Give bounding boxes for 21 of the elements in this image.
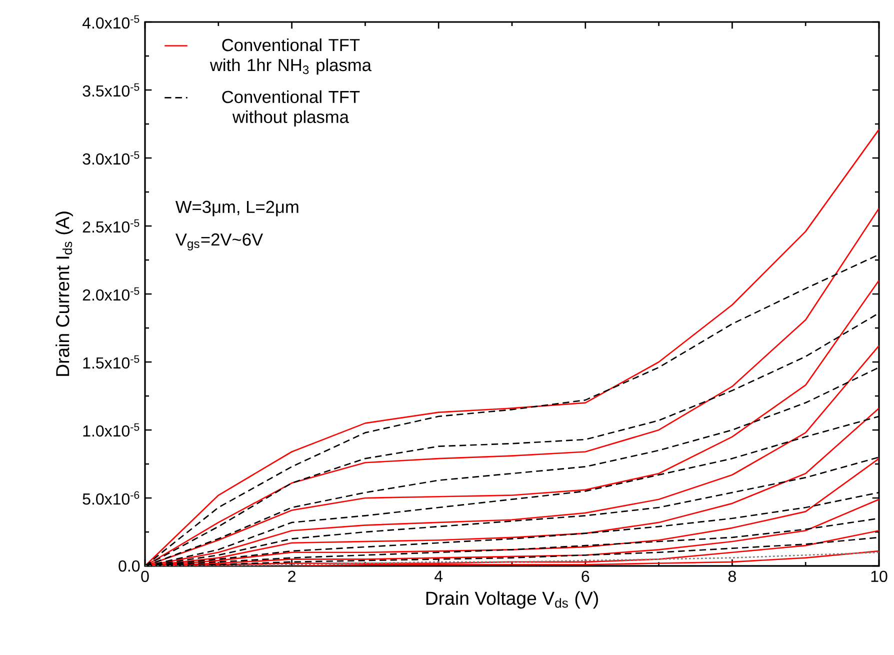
legend-label: Conventional TFT with 1hr NH$_{3}$ plasma: [210, 38, 372, 75]
x-axis-title: Drain Voltage V$_{ds}$ (V): [426, 591, 598, 609]
y-tick-label: 4.0x10$^{-5}$: [82, 15, 140, 29]
y-tick-label: 2.0x10$^{-5}$: [82, 287, 140, 301]
x-tick-label: 8: [728, 570, 736, 582]
x-tick-label: 10: [871, 570, 888, 582]
legend-label: Conventional TFT without plasma: [222, 90, 360, 127]
x-tick-label: 6: [582, 570, 590, 582]
y-tick-label: 0.0: [118, 560, 140, 572]
x-tick-label: 4: [434, 570, 443, 582]
y-axis-title: Drain Current I$_{ds}$ (A): [56, 212, 73, 376]
x-tick-label: 0: [141, 570, 149, 582]
y-tick-label: 2.5x10$^{-5}$: [82, 219, 140, 233]
y-tick-label: 1.5x10$^{-5}$: [83, 355, 140, 369]
annotation: V$_{gs}$=2V~6V: [175, 233, 264, 250]
y-tick-label: 3.5x10$^{-5}$: [82, 83, 140, 97]
y-tick-label: 5.0x10$^{-6}$: [82, 491, 140, 505]
y-tick-label: 1.0x10$^{-5}$: [83, 423, 140, 437]
x-tick-label: 2: [288, 570, 296, 582]
annotation: W=3μm, L=2μm: [175, 200, 298, 216]
y-tick-label: 3.0x10$^{-5}$: [82, 151, 140, 165]
